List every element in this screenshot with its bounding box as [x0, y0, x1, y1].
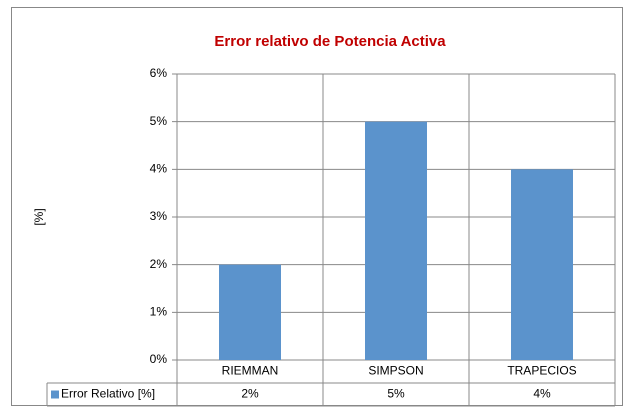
table-value: 5% — [387, 387, 405, 401]
x-tick-label: SIMPSON — [368, 364, 423, 378]
table-value: 2% — [241, 387, 259, 401]
chart-title: Error relativo de Potencia Activa — [214, 33, 446, 50]
y-tick-label: 1% — [150, 305, 168, 319]
y-axis-label: [%] — [32, 208, 46, 225]
bar — [511, 169, 573, 360]
y-tick-label: 6% — [150, 66, 168, 80]
y-tick-label: 5% — [150, 114, 168, 128]
legend-label: Error Relativo [%] — [61, 387, 155, 401]
y-tick-label: 4% — [150, 162, 168, 176]
bar — [365, 121, 427, 361]
x-tick-label: RIEMMAN — [222, 364, 279, 378]
y-tick-label: 0% — [150, 352, 168, 366]
legend-swatch — [51, 390, 59, 399]
bar — [219, 264, 281, 360]
x-tick-label: TRAPECIOS — [507, 364, 576, 378]
y-tick-label: 2% — [150, 257, 168, 271]
y-tick-label: 3% — [150, 209, 168, 223]
table-value: 4% — [533, 387, 551, 401]
